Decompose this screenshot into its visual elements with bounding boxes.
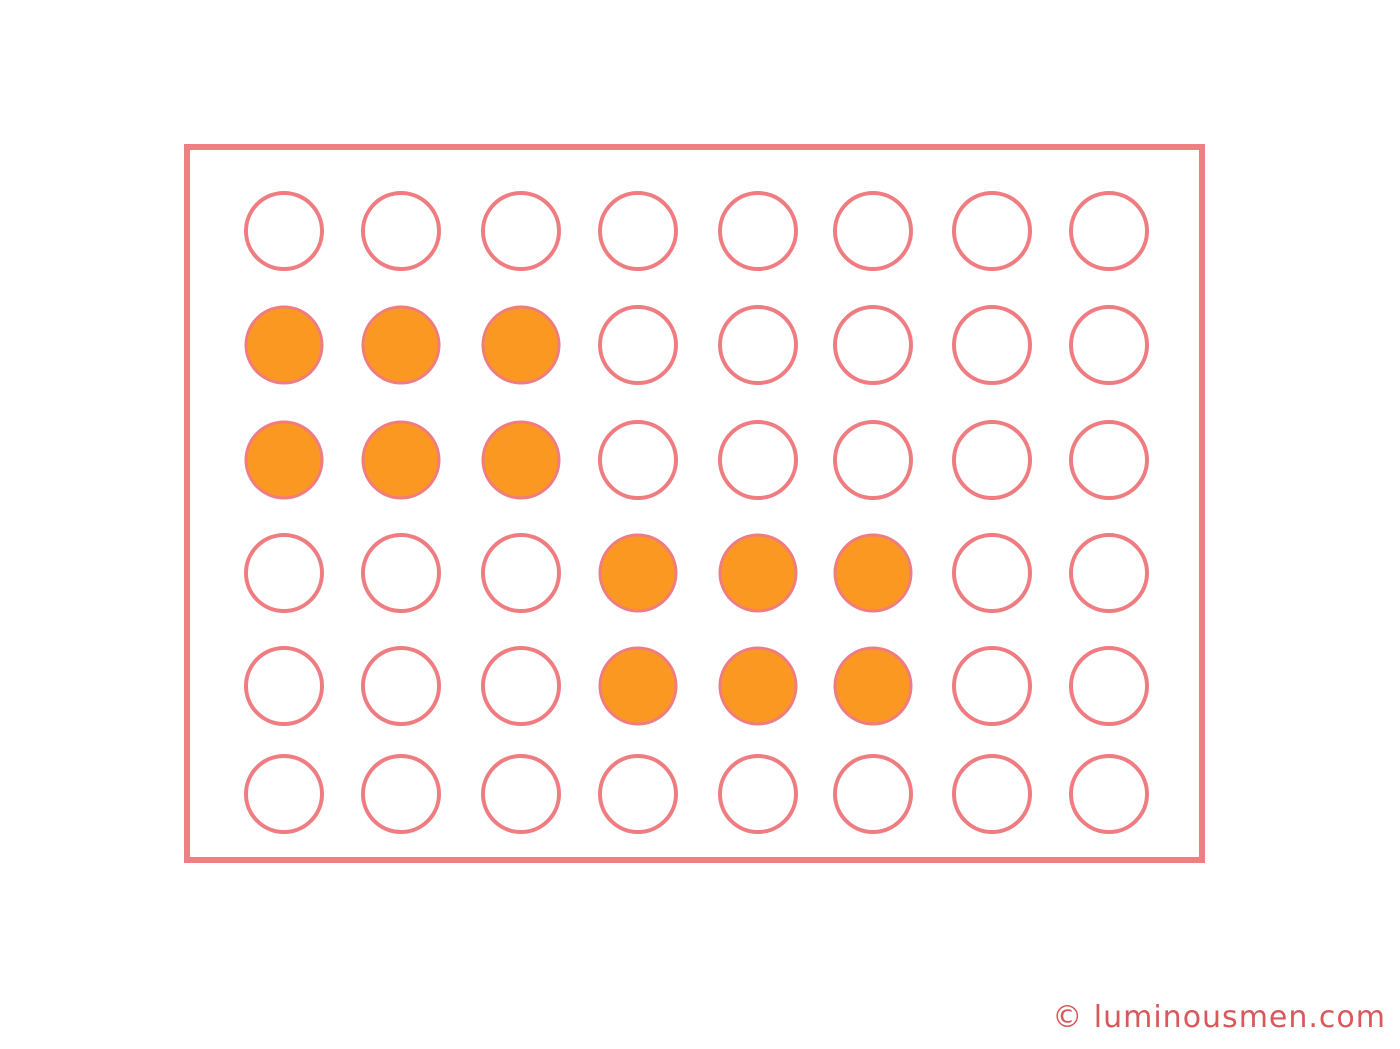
empty-circle [244, 646, 324, 726]
filled-circle [244, 420, 324, 500]
empty-circle [598, 191, 678, 271]
empty-circle [718, 420, 798, 500]
empty-circle [361, 533, 441, 613]
empty-circle [1069, 754, 1149, 834]
filled-circle [244, 305, 324, 385]
filled-circle [481, 420, 561, 500]
empty-circle [598, 420, 678, 500]
empty-circle [481, 754, 561, 834]
empty-circle [952, 754, 1032, 834]
empty-circle [952, 533, 1032, 613]
empty-circle [718, 754, 798, 834]
filled-circle [718, 533, 798, 613]
empty-circle [244, 754, 324, 834]
filled-circle [598, 646, 678, 726]
filled-circle [481, 305, 561, 385]
empty-circle [244, 191, 324, 271]
empty-circle [361, 754, 441, 834]
empty-circle [244, 533, 324, 613]
empty-circle [833, 305, 913, 385]
empty-circle [481, 646, 561, 726]
empty-circle [361, 646, 441, 726]
empty-circle [1069, 305, 1149, 385]
empty-circle [952, 191, 1032, 271]
circle-grid [244, 191, 1149, 834]
empty-circle [833, 420, 913, 500]
filled-circle [361, 305, 441, 385]
empty-circle [598, 305, 678, 385]
empty-circle [1069, 191, 1149, 271]
filled-circle [833, 533, 913, 613]
copyright-watermark: © luminousmen.com [1052, 1000, 1386, 1035]
grid-frame [184, 144, 1205, 863]
filled-circle [718, 646, 798, 726]
filled-circle [833, 646, 913, 726]
empty-circle [481, 191, 561, 271]
empty-circle [481, 533, 561, 613]
filled-circle [598, 533, 678, 613]
filled-circle [361, 420, 441, 500]
empty-circle [833, 191, 913, 271]
empty-circle [952, 646, 1032, 726]
empty-circle [361, 191, 441, 271]
empty-circle [952, 420, 1032, 500]
empty-circle [718, 191, 798, 271]
empty-circle [952, 305, 1032, 385]
empty-circle [1069, 420, 1149, 500]
empty-circle [1069, 646, 1149, 726]
empty-circle [1069, 533, 1149, 613]
empty-circle [833, 754, 913, 834]
empty-circle [718, 305, 798, 385]
empty-circle [598, 754, 678, 834]
